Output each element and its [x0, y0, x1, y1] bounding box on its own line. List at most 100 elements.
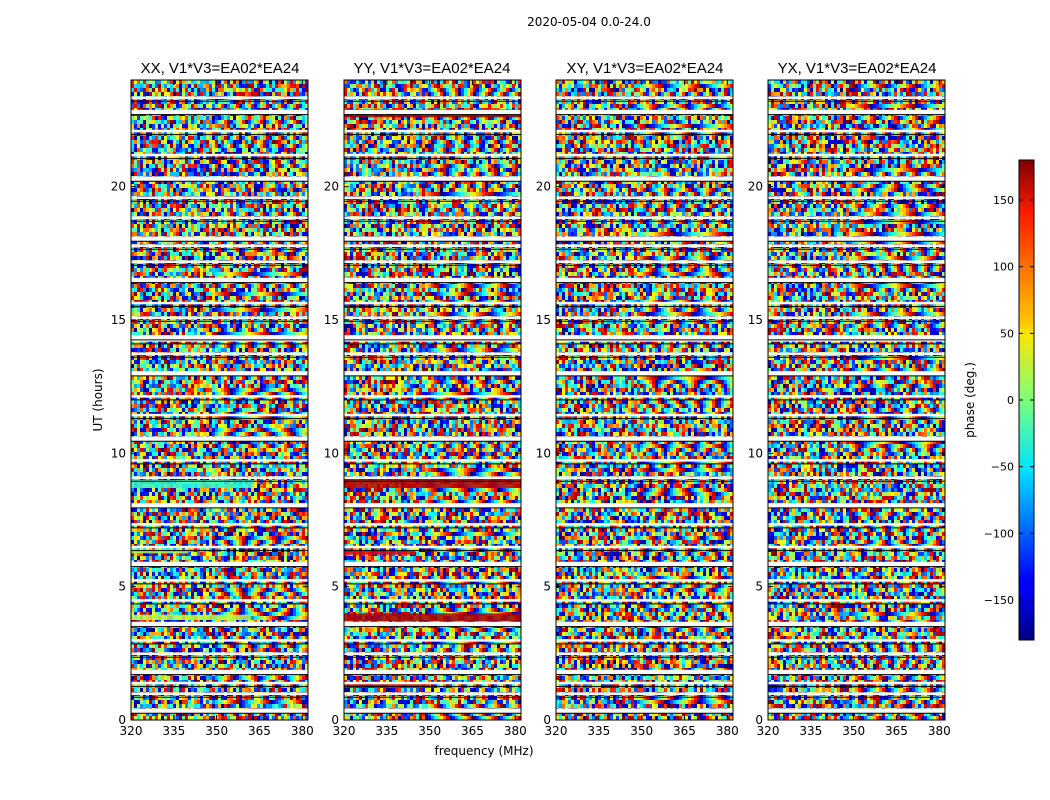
flagged-gap [768, 669, 945, 675]
highlight-band [344, 682, 430, 688]
flagged-gap [131, 316, 308, 319]
y-tick-label: 5 [543, 580, 551, 594]
flagged-gap [344, 176, 521, 181]
flagged-gap [131, 459, 308, 462]
flagged-gap [344, 260, 521, 263]
y-tick-label: 5 [331, 580, 339, 594]
flagged-gap [768, 708, 945, 713]
flagged-gap [768, 413, 945, 417]
flagged-gap [556, 153, 733, 157]
flagged-gap [131, 476, 308, 479]
y-tick-label: 10 [324, 446, 339, 460]
flagged-gap [344, 579, 521, 582]
panel-title-xy: XY, V1*V3=EA02*EA24 [567, 60, 724, 77]
flagged-gap [556, 476, 733, 479]
flagged-gap [131, 413, 308, 417]
panel-frame [555, 79, 734, 721]
figure-title: 2020-05-04 0.0-24.0 [527, 15, 651, 29]
flagged-gap [556, 277, 733, 283]
flagged-gap [556, 129, 733, 133]
x-tick-label: 350 [842, 724, 865, 738]
x-tick-label: 320 [545, 724, 568, 738]
flagged-gap [768, 153, 945, 157]
y-tick-label: 20 [536, 180, 551, 194]
flagged-gap [131, 503, 308, 508]
flagged-gap [131, 621, 308, 627]
flagged-gap [131, 545, 308, 549]
flagged-gap [556, 621, 733, 627]
flagged-gap [556, 395, 733, 398]
colorbar-tick-label: 0 [1007, 394, 1014, 407]
x-tick-label: 380 [504, 724, 527, 738]
flagged-gap [344, 335, 521, 340]
colorbar-tick-label: 150 [993, 194, 1014, 207]
flagged-gap [556, 371, 733, 376]
y-tick-label: 0 [755, 713, 763, 727]
colorbar-tick-label: −100 [984, 527, 1014, 540]
flagged-gap [344, 413, 521, 417]
panel-yy: YY, V1*V3=EA02*EA24 320 335 350 365 380 0 5 10 1… [324, 60, 527, 738]
flagged-gap [344, 236, 521, 241]
y-tick-label: 0 [543, 713, 551, 727]
flagged-gap [131, 523, 308, 526]
colorbar-tick-label: −50 [991, 461, 1014, 474]
flagged-gap [344, 621, 521, 627]
colorbar: 150 100 50 0 −50 −100 −150 phase (deg.) [963, 159, 1035, 641]
flagged-gap [768, 579, 945, 582]
flagged-gap [556, 681, 733, 685]
flagged-gap [131, 236, 308, 241]
flagged-gap [768, 371, 945, 376]
flagged-gap [768, 395, 945, 398]
x-tick-label: 335 [162, 724, 185, 738]
flagged-gap [768, 236, 945, 241]
x-tick-label: 380 [716, 724, 739, 738]
flagged-gap [768, 545, 945, 549]
flagged-gap [556, 708, 733, 713]
flagged-gap [556, 413, 733, 417]
flagged-gap [768, 692, 945, 695]
flagged-gap [131, 371, 308, 376]
y-tick-label: 15 [324, 313, 339, 327]
flagged-gap [556, 545, 733, 549]
flagged-gap [344, 129, 521, 133]
flagged-gap [131, 277, 308, 283]
flagged-gap [344, 352, 521, 355]
flagged-gap [131, 96, 308, 99]
flagged-gap [768, 561, 945, 567]
flagged-gap [556, 579, 733, 582]
flagged-gap [131, 153, 308, 157]
colorbar-ticks: 150 100 50 0 −50 −100 −150 [984, 194, 1034, 607]
flagged-gap [344, 669, 521, 675]
colorbar-label: phase (deg.) [963, 362, 977, 438]
flagged-gap [556, 503, 733, 508]
x-tick-label: 335 [375, 724, 398, 738]
y-tick-label: 5 [118, 580, 126, 594]
flagged-gap [344, 216, 521, 219]
flagged-gap [344, 436, 521, 441]
flagged-gap [344, 277, 521, 283]
flagged-gap [768, 109, 945, 115]
y-tick-label: 10 [748, 446, 763, 460]
flagged-gap [556, 196, 733, 199]
y-tick-label: 20 [748, 180, 763, 194]
panel-title-yy: YY, V1*V3=EA02*EA24 [354, 60, 511, 77]
x-tick-label: 350 [205, 724, 228, 738]
flagged-gap [556, 692, 733, 695]
panel-frame [130, 79, 309, 721]
flagged-gap [768, 244, 945, 247]
highlight-band [131, 614, 251, 620]
flagged-gap [131, 669, 308, 675]
x-tick-label: 335 [799, 724, 822, 738]
flagged-gap [131, 352, 308, 355]
flagged-gap [768, 301, 945, 305]
flagged-gap [344, 545, 521, 549]
x-tick-label: 320 [120, 724, 143, 738]
flagged-gap [768, 652, 945, 655]
y-tick-label: 15 [111, 313, 126, 327]
x-tick-label: 365 [673, 724, 696, 738]
flagged-gap [768, 476, 945, 479]
panel-frame [343, 79, 522, 721]
flagged-gap [768, 436, 945, 441]
heatmap-yy [343, 79, 522, 721]
flagged-gap [556, 109, 733, 115]
